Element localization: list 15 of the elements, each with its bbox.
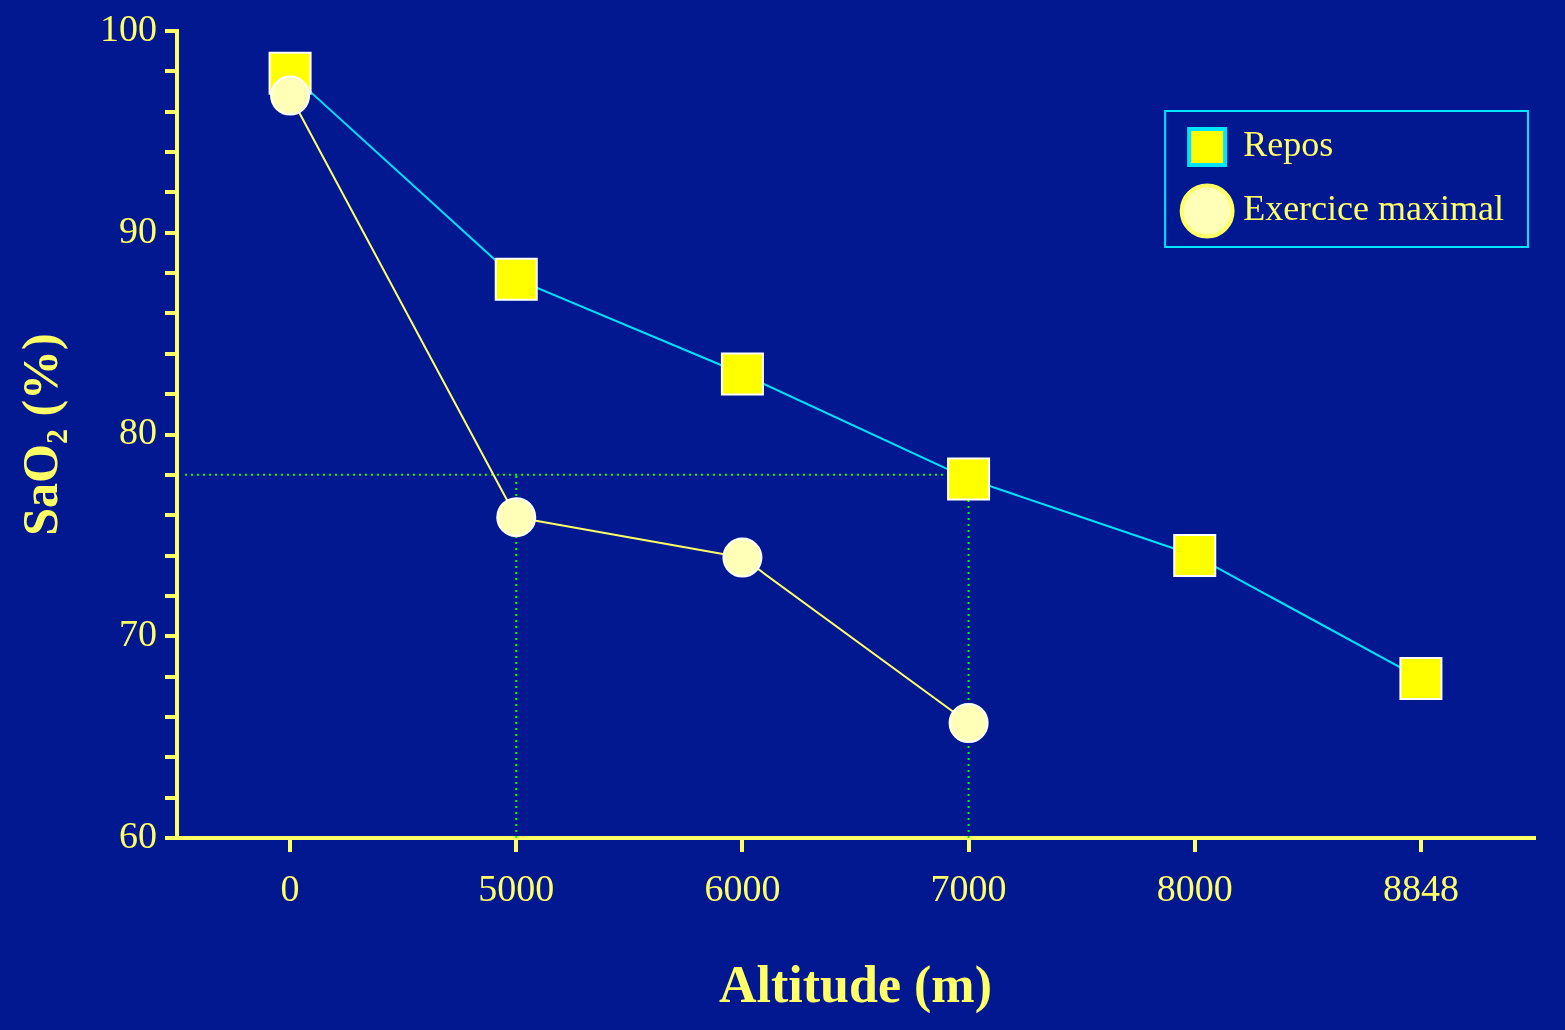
y-axis-title: SaO₂ (%) [11, 333, 68, 536]
x-tick-label: 0 [280, 866, 300, 909]
y-tick-label: 100 [100, 6, 157, 49]
legend-label: Exercice maximal [1243, 188, 1504, 229]
x-axis-title: Altitude (m) [719, 956, 992, 1015]
legend-label: Repos [1243, 124, 1334, 165]
y-tick-label: 60 [119, 813, 157, 856]
x-tick-label: 6000 [704, 866, 781, 909]
x-tick-label: 8848 [1382, 866, 1459, 909]
y-tick-label: 70 [119, 612, 157, 655]
y-tick-label: 80 [119, 410, 157, 453]
x-tick-label: 5000 [478, 866, 555, 909]
x-tick-label: 8000 [1156, 866, 1233, 909]
y-tick-label: 90 [119, 208, 157, 251]
x-tick-label: 7000 [930, 866, 1007, 909]
